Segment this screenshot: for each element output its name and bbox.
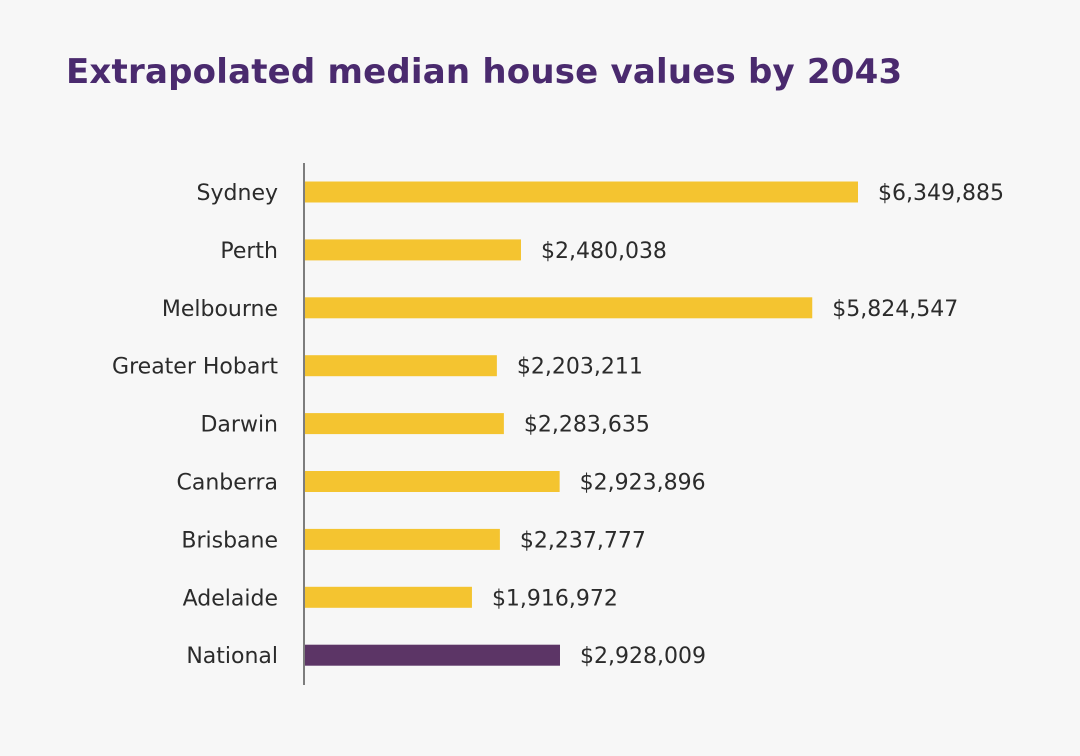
category-label: National (186, 644, 278, 669)
category-label: Brisbane (181, 528, 278, 553)
bar (305, 471, 560, 492)
category-label: Perth (220, 239, 278, 264)
data-label: $2,480,038 (541, 239, 667, 264)
data-label: $6,349,885 (878, 181, 1004, 206)
data-label: $2,928,009 (580, 644, 706, 669)
data-label: $1,916,972 (492, 586, 618, 611)
bar (305, 181, 858, 203)
category-label: Darwin (200, 413, 278, 438)
data-label: $2,923,896 (580, 471, 706, 496)
bar (305, 528, 500, 550)
category-label: Melbourne (162, 297, 278, 322)
category-label: Greater Hobart (112, 355, 278, 380)
chart-title: Extrapolated median house values by 2043 (66, 52, 903, 92)
bar (305, 355, 497, 377)
data-label: $2,283,635 (524, 413, 650, 438)
data-label: $2,203,211 (517, 355, 643, 380)
bar (305, 586, 472, 608)
data-label: $5,824,547 (832, 297, 958, 322)
bar (305, 297, 813, 319)
bar (305, 413, 504, 435)
bar (305, 644, 560, 666)
category-label: Sydney (197, 181, 278, 206)
bar (305, 239, 521, 261)
data-label: $2,237,777 (520, 528, 646, 553)
category-label: Canberra (177, 471, 278, 496)
category-label: Adelaide (183, 586, 278, 611)
